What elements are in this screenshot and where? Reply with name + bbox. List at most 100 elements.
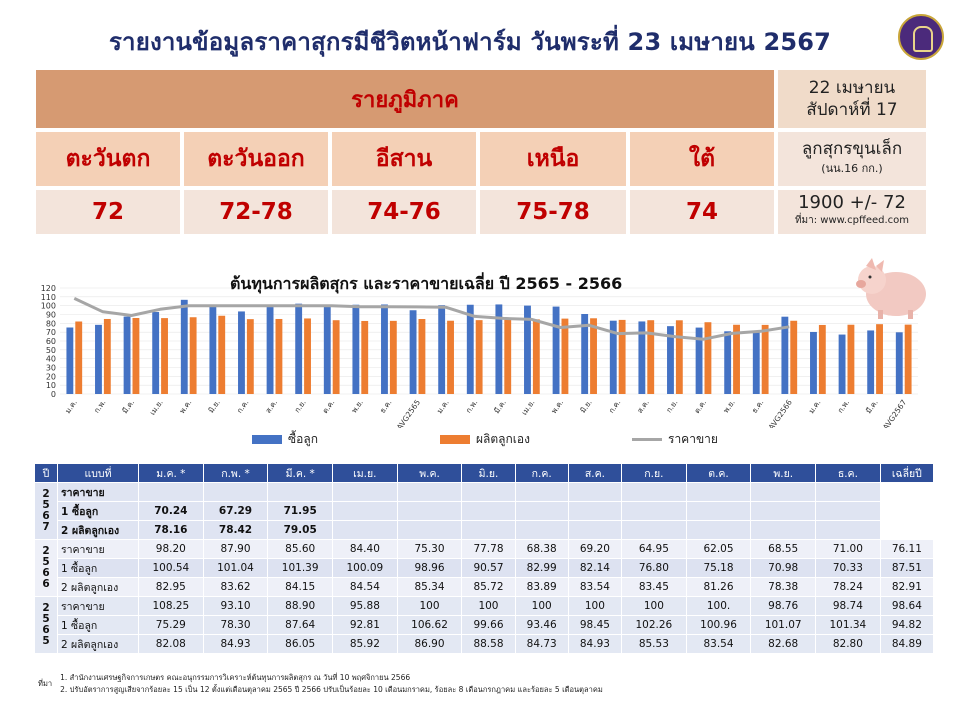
y-tick-label: 70 — [46, 328, 56, 337]
table-cell — [621, 520, 687, 540]
legend-price: ราคาขาย — [632, 430, 718, 449]
x-tick-label: เม.ย. — [520, 398, 537, 417]
bar-buy — [180, 299, 188, 394]
legend-swatch-buy — [252, 435, 282, 444]
table-row: 1 ซื้อลูก 100.54 101.04 101.39 100.09 98.96 90… — [34, 558, 935, 578]
table-cell — [202, 482, 269, 502]
bar-own — [75, 321, 83, 394]
table-cell: 98.76 — [750, 596, 817, 616]
bar-own — [246, 319, 254, 394]
bar-buy — [66, 327, 74, 394]
bar-buy — [695, 327, 703, 394]
table-row: 2 ผลิตลูกเอง 78.16 78.42 79.05 — [34, 520, 934, 540]
table-cell — [621, 482, 687, 502]
y-tick-label: 50 — [46, 346, 56, 355]
table-cell: 85.60 — [267, 539, 334, 559]
table-cell: 92.81 — [332, 615, 398, 635]
table-cell — [514, 501, 569, 521]
legend-swatch-own — [440, 435, 470, 444]
bar-buy — [810, 331, 817, 394]
column-header: เม.ย. — [332, 463, 398, 483]
column-header: พ.ย. — [750, 463, 817, 483]
bar-own — [790, 320, 798, 394]
date-line2: สัปดาห์ที่ 17 — [806, 100, 898, 120]
piglet-value: 1900 +/- 72 — [798, 192, 906, 213]
table-cell: 78.24 — [815, 577, 881, 597]
bar-buy — [524, 305, 531, 394]
bar-own — [389, 320, 397, 394]
table-cell: 68.38 — [514, 539, 569, 559]
table-cell: 95.88 — [332, 596, 398, 616]
y-tick-label: 60 — [46, 337, 56, 346]
bar-own — [475, 320, 483, 394]
table-cell: 100 — [514, 596, 569, 616]
bar-buy — [752, 331, 760, 394]
table-cell — [138, 482, 204, 502]
table-cell: 100.54 — [138, 558, 204, 578]
x-tick-label: พ.ย. — [349, 398, 364, 415]
table-cell — [815, 482, 881, 502]
row-label: ราคาขาย — [57, 539, 139, 559]
regional-price-table: รายภูมิภาค 22 เมษายน สัปดาห์ที่ 17 ตะวัน… — [34, 68, 928, 236]
ministry-logo-icon — [898, 14, 944, 60]
note-line-2: 2. ปรับอัตราการสูญเสียจากร้อยละ 15 เป็น … — [60, 685, 603, 694]
bar-buy — [466, 304, 474, 394]
table-cell: 93.46 — [514, 615, 569, 635]
bar-own — [447, 320, 454, 394]
row-label: ราคาขาย — [57, 596, 139, 616]
column-header: มี.ค. * — [267, 463, 334, 483]
column-header: แบบที่ — [57, 463, 139, 483]
table-cell — [514, 520, 569, 540]
row-label: 2 ผลิตลูกเอง — [57, 520, 139, 540]
table-cell: 78.42 — [202, 520, 269, 540]
row-label: 1 ซื้อลูก — [57, 501, 139, 521]
table-cell: 77.78 — [461, 539, 516, 559]
bar-buy — [123, 316, 131, 394]
x-tick-label: พ.ค. — [178, 398, 194, 415]
x-tick-label: AVG2567 — [881, 398, 908, 428]
y-tick-label: 0 — [51, 390, 56, 399]
table-cell: 87.64 — [267, 615, 334, 635]
table-cell: 90.57 — [461, 558, 516, 578]
column-header: มิ.ย. — [461, 463, 516, 483]
x-tick-label: มี.ค. — [864, 398, 880, 415]
table-cell: 82.95 — [138, 577, 204, 597]
bar-own — [904, 324, 912, 394]
table-cell: 84.40 — [332, 539, 398, 559]
table-cell: 98.45 — [567, 615, 623, 635]
table-cell: 106.62 — [396, 615, 463, 635]
table-cell — [567, 520, 623, 540]
table-row: 2 ผลิตลูกเอง 82.08 84.93 86.05 85.92 86.90 88.… — [34, 634, 935, 654]
y-tick-label: 30 — [46, 364, 56, 373]
y-tick-label: 120 — [41, 284, 56, 293]
table-cell — [267, 482, 334, 502]
table-cell — [396, 482, 463, 502]
cost-chart: 0 10 20 30 40 50 60 70 80 90 100 110 120 ม.ค. ก.พ. มี.ค… — [30, 258, 930, 458]
table-cell: 88.58 — [461, 634, 516, 654]
x-tick-label: ก.พ. — [92, 398, 108, 415]
bar-buy — [552, 306, 560, 394]
chart-title: ต้นทุนการผลิตสุกร และราคาขายเฉลี่ย ปี 25… — [230, 274, 623, 293]
bar-buy — [209, 305, 217, 394]
bar-own — [418, 319, 426, 394]
table-cell — [567, 501, 623, 521]
column-header: ปี — [34, 463, 58, 483]
piglet-header: ลูกสุกรขุนเล็ก (นน.16 กก.) — [776, 130, 928, 188]
table-cell: 78.30 — [202, 615, 269, 635]
x-tick-label: เม.ย. — [148, 398, 165, 417]
table-cell: 100. — [685, 596, 752, 616]
table-cell — [461, 520, 516, 540]
table-cell — [332, 482, 398, 502]
legend-swatch-price — [632, 438, 662, 441]
table-cell — [396, 501, 463, 521]
bar-own — [847, 324, 855, 394]
x-tick-label: ส.ค. — [635, 398, 651, 415]
region-northeast: อีสาน — [330, 130, 478, 188]
x-tick-label: ก.ย. — [292, 398, 307, 414]
table-cell: 87.51 — [879, 558, 935, 578]
table-cell — [621, 501, 687, 521]
y-tick-label: 10 — [46, 381, 56, 390]
table-cell: 83.89 — [514, 577, 569, 597]
table-cell: 82.80 — [815, 634, 881, 654]
